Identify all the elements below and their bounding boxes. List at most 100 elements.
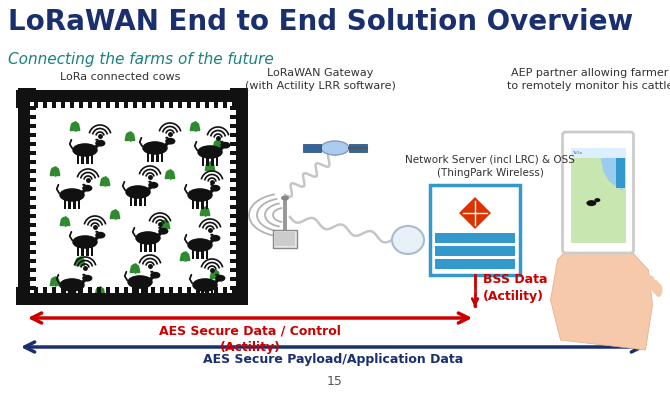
Bar — [196, 250, 199, 258]
Text: AES Secure Data / Control
(Actility): AES Secure Data / Control (Actility) — [159, 324, 341, 354]
Bar — [187, 287, 191, 305]
Bar — [139, 197, 142, 206]
Bar — [230, 160, 248, 164]
Ellipse shape — [165, 138, 176, 145]
Bar — [132, 287, 135, 296]
Ellipse shape — [82, 184, 86, 186]
Ellipse shape — [192, 278, 218, 292]
Bar — [236, 90, 248, 305]
Bar — [18, 160, 36, 164]
Ellipse shape — [594, 198, 600, 202]
Bar — [18, 241, 36, 245]
Bar — [124, 287, 128, 305]
Bar — [86, 247, 89, 256]
Bar — [115, 287, 119, 305]
Text: AEP partner allowing farmer
to remotely monitor his cattle: AEP partner allowing farmer to remotely … — [507, 68, 670, 91]
Bar — [18, 151, 36, 155]
Bar — [18, 106, 36, 110]
Bar — [81, 155, 84, 164]
Bar — [156, 153, 159, 162]
Ellipse shape — [135, 231, 161, 245]
Bar — [70, 90, 74, 108]
Ellipse shape — [643, 274, 651, 289]
Bar — [43, 287, 47, 305]
Bar — [230, 97, 248, 101]
Bar — [232, 90, 236, 108]
Bar — [160, 287, 164, 305]
Text: LoRaWAN Gateway
(with Actility LRR software): LoRaWAN Gateway (with Actility LRR softw… — [245, 68, 395, 91]
Ellipse shape — [647, 276, 655, 289]
Bar — [142, 90, 146, 108]
Polygon shape — [149, 275, 155, 280]
Ellipse shape — [95, 140, 105, 146]
Ellipse shape — [215, 275, 225, 281]
Polygon shape — [208, 188, 215, 193]
Bar — [196, 90, 200, 108]
Bar — [187, 90, 191, 108]
Text: Network Server (incl LRC) & OSS
(ThingPark Wireless): Network Server (incl LRC) & OSS (ThingPa… — [405, 155, 575, 178]
Bar — [201, 290, 204, 299]
Bar — [52, 90, 56, 108]
Bar — [18, 295, 36, 299]
Bar — [230, 187, 248, 191]
Bar — [61, 287, 65, 305]
Bar — [18, 90, 30, 305]
Bar — [18, 178, 36, 182]
Bar — [18, 90, 248, 102]
Bar — [149, 243, 152, 252]
Bar — [211, 157, 214, 166]
Ellipse shape — [651, 280, 659, 294]
Bar — [230, 106, 248, 110]
Bar — [230, 178, 248, 182]
Bar — [230, 250, 248, 254]
Bar — [147, 153, 149, 162]
Ellipse shape — [148, 181, 151, 183]
Bar — [86, 155, 89, 164]
Bar — [18, 205, 36, 209]
Ellipse shape — [187, 238, 213, 252]
Ellipse shape — [127, 275, 153, 289]
Ellipse shape — [165, 137, 169, 139]
Bar — [18, 142, 36, 146]
Bar — [206, 290, 209, 299]
Bar — [88, 90, 92, 108]
Bar — [216, 157, 218, 166]
Bar — [435, 233, 515, 243]
Ellipse shape — [95, 231, 98, 233]
Bar — [18, 124, 36, 128]
Polygon shape — [147, 185, 153, 190]
Bar — [78, 290, 80, 299]
Text: LoRa connected cows: LoRa connected cows — [60, 72, 180, 82]
Bar — [106, 287, 110, 305]
Bar — [178, 90, 182, 108]
Bar — [223, 90, 227, 108]
Bar — [79, 90, 83, 108]
Bar — [97, 90, 101, 108]
Bar — [25, 287, 29, 305]
Bar — [210, 290, 213, 299]
Bar — [61, 90, 65, 108]
Ellipse shape — [392, 226, 424, 254]
Bar — [230, 196, 248, 200]
Ellipse shape — [158, 227, 161, 229]
Bar — [275, 232, 295, 246]
Bar — [169, 90, 173, 108]
Bar — [64, 290, 66, 299]
Polygon shape — [601, 158, 622, 191]
Bar — [151, 287, 155, 305]
Ellipse shape — [210, 185, 220, 192]
Bar — [196, 287, 200, 305]
Bar — [230, 223, 248, 227]
Bar — [230, 232, 248, 236]
Ellipse shape — [59, 278, 84, 292]
Ellipse shape — [197, 145, 222, 159]
Bar — [205, 287, 209, 305]
Bar — [206, 157, 209, 166]
Bar — [206, 200, 208, 208]
Bar — [230, 151, 248, 155]
Ellipse shape — [321, 141, 349, 155]
Bar — [18, 293, 248, 305]
Bar — [232, 287, 236, 305]
Bar — [18, 115, 36, 119]
Text: Connecting the farms of the future: Connecting the farms of the future — [8, 52, 274, 67]
